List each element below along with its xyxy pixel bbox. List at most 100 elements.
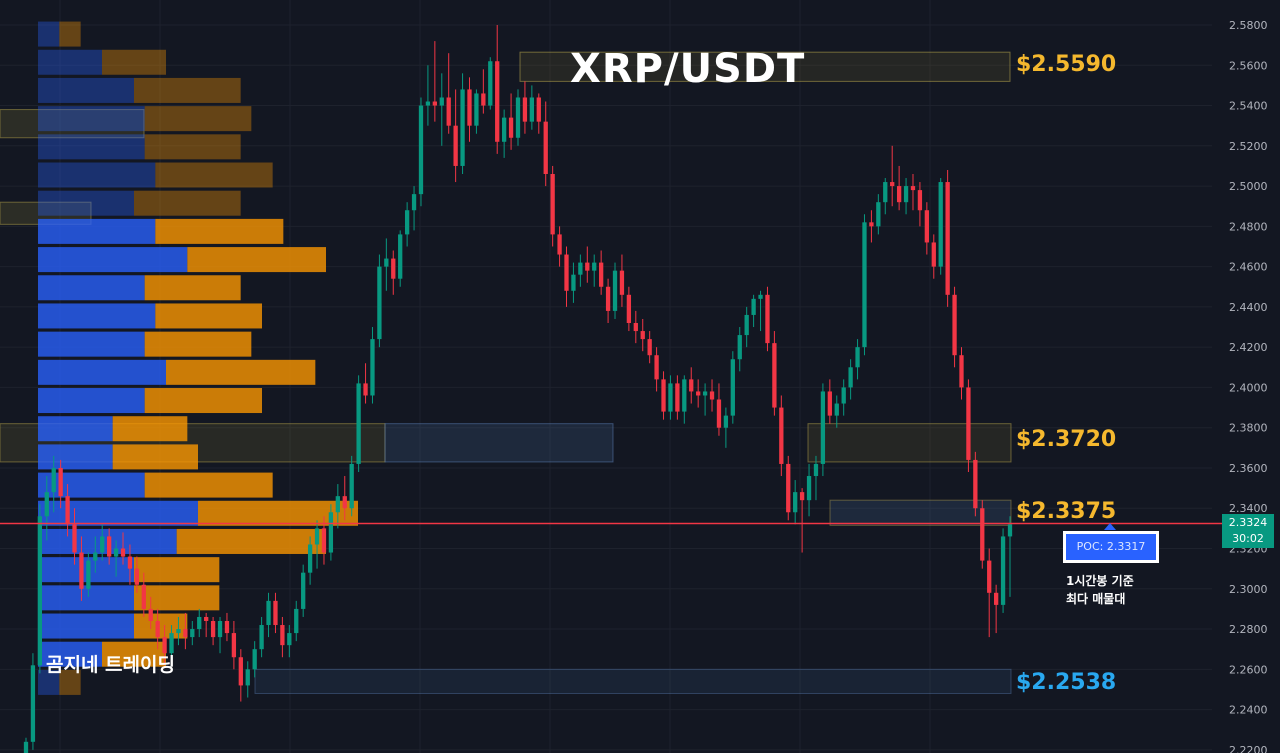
candle-body-63 xyxy=(460,89,465,166)
candle-body-55 xyxy=(404,210,410,235)
candle-body-11 xyxy=(100,536,105,553)
candle-body-34 xyxy=(259,625,264,650)
candle-body-71 xyxy=(515,97,521,138)
vp-sell-bar-3 xyxy=(144,106,252,132)
candle-body-109 xyxy=(779,407,784,464)
candle-body-61 xyxy=(446,97,451,126)
vp-buy-bar-6 xyxy=(38,190,134,216)
candle-body-78 xyxy=(564,254,569,291)
y-tick-label-16: 2.5400 xyxy=(1229,100,1268,113)
vp-buy-bar-7 xyxy=(38,218,156,244)
candle-body-136 xyxy=(966,387,971,460)
poc-pointer-icon xyxy=(1104,523,1116,530)
vp-sell-bar-18 xyxy=(176,528,326,554)
vp-sell-bar-10 xyxy=(155,303,262,329)
y-tick-label-18: 2.5800 xyxy=(1229,19,1268,32)
candle-body-116 xyxy=(827,391,832,416)
candle-body-16 xyxy=(134,568,140,585)
y-tick-label-2: 2.2600 xyxy=(1229,663,1268,676)
candle-body-114 xyxy=(813,463,819,477)
vp-sell-bar-9 xyxy=(144,275,241,301)
poc-note: 1시간봉 기준 최다 매물대 xyxy=(1066,572,1134,608)
candle-body-68 xyxy=(495,61,500,142)
candle-body-6 xyxy=(65,496,70,525)
candle-body-26 xyxy=(204,616,209,621)
level-label-2372: $2.3720 xyxy=(1016,427,1117,452)
poc-note-line-2: 최다 매물대 xyxy=(1066,592,1126,606)
y-tick-label-15: 2.5200 xyxy=(1229,140,1268,153)
candle-body-72 xyxy=(522,97,528,122)
candle-body-37 xyxy=(280,625,285,646)
level-label-23375: $2.3375 xyxy=(1016,499,1117,524)
candle-body-108 xyxy=(772,343,777,408)
zone-22538 xyxy=(254,668,1012,694)
vp-buy-bar-3 xyxy=(38,106,145,132)
candle-body-111 xyxy=(793,492,798,513)
candle-body-95 xyxy=(682,379,687,412)
candle-body-28 xyxy=(217,620,223,638)
candle-body-127 xyxy=(903,186,909,203)
y-tick-label-17: 2.5600 xyxy=(1229,59,1268,72)
candle-body-64 xyxy=(467,89,472,126)
y-tick-label-9: 2.4000 xyxy=(1229,381,1268,394)
candle-body-46 xyxy=(342,496,347,509)
candle-body-18 xyxy=(148,608,153,621)
poc-badge: POC: 2.3317 xyxy=(1063,531,1159,563)
y-tick-label-6: 2.3400 xyxy=(1229,502,1268,515)
candle-body-7 xyxy=(72,524,77,553)
candle-body-125 xyxy=(890,182,895,187)
level-label-22538: $2.2538 xyxy=(1016,670,1117,695)
candle-body-88 xyxy=(633,322,638,332)
candle-body-40 xyxy=(301,572,306,609)
candle-body-119 xyxy=(848,367,853,388)
candle-body-8 xyxy=(79,552,84,589)
vp-buy-bar-20 xyxy=(38,585,134,611)
candle-body-91 xyxy=(654,355,659,380)
candle-body-24 xyxy=(190,629,195,638)
y-tick-label-14: 2.5000 xyxy=(1229,180,1268,193)
candle-body-140 xyxy=(993,592,999,605)
candle-body-10 xyxy=(93,552,98,561)
vp-sell-bar-0 xyxy=(59,21,81,47)
candle-body-30 xyxy=(231,633,237,658)
candle-body-110 xyxy=(786,463,791,513)
candle-body-9 xyxy=(86,560,91,589)
candle-body-13 xyxy=(113,548,119,557)
candle-body-106 xyxy=(758,294,763,299)
vp-buy-bar-10 xyxy=(38,303,156,329)
vp-sell-bar-7 xyxy=(155,218,284,244)
candle-body-12 xyxy=(107,536,112,557)
candle-body-103 xyxy=(737,335,742,360)
candle-body-38 xyxy=(287,633,292,646)
candle-body-27 xyxy=(210,620,216,638)
y-tick-label-8: 2.3800 xyxy=(1229,422,1268,435)
vp-sell-bar-20 xyxy=(134,585,220,611)
candle-body-20 xyxy=(162,637,167,654)
candle-body-5 xyxy=(58,467,63,497)
candle-body-93 xyxy=(668,383,673,412)
candle-body-22 xyxy=(176,629,181,634)
candle-body-137 xyxy=(973,459,978,509)
candle-body-117 xyxy=(834,403,839,416)
candle-body-66 xyxy=(481,93,486,106)
poc-note-line-1: 1시간봉 기준 xyxy=(1066,574,1134,588)
candle-body-43 xyxy=(321,528,327,553)
vp-buy-bar-1 xyxy=(38,49,102,75)
candle-body-52 xyxy=(384,258,389,267)
vp-buy-bar-12 xyxy=(38,359,166,385)
candle-body-94 xyxy=(675,383,680,412)
candle-body-96 xyxy=(689,379,694,392)
vp-buy-bar-22 xyxy=(38,641,102,667)
vp-buy-bar-14 xyxy=(38,416,113,442)
y-tick-label-12: 2.4600 xyxy=(1229,261,1268,274)
candle-body-73 xyxy=(529,97,535,122)
candle-body-120 xyxy=(855,347,860,368)
candle-body-25 xyxy=(197,616,202,630)
chart-title: XRP/USDT xyxy=(570,46,806,92)
candle-body-35 xyxy=(266,600,271,626)
vp-buy-bar-11 xyxy=(38,331,145,357)
candle-body-135 xyxy=(959,355,964,388)
zone-2372-mid xyxy=(384,423,614,463)
y-tick-label-1: 2.2400 xyxy=(1229,704,1268,717)
